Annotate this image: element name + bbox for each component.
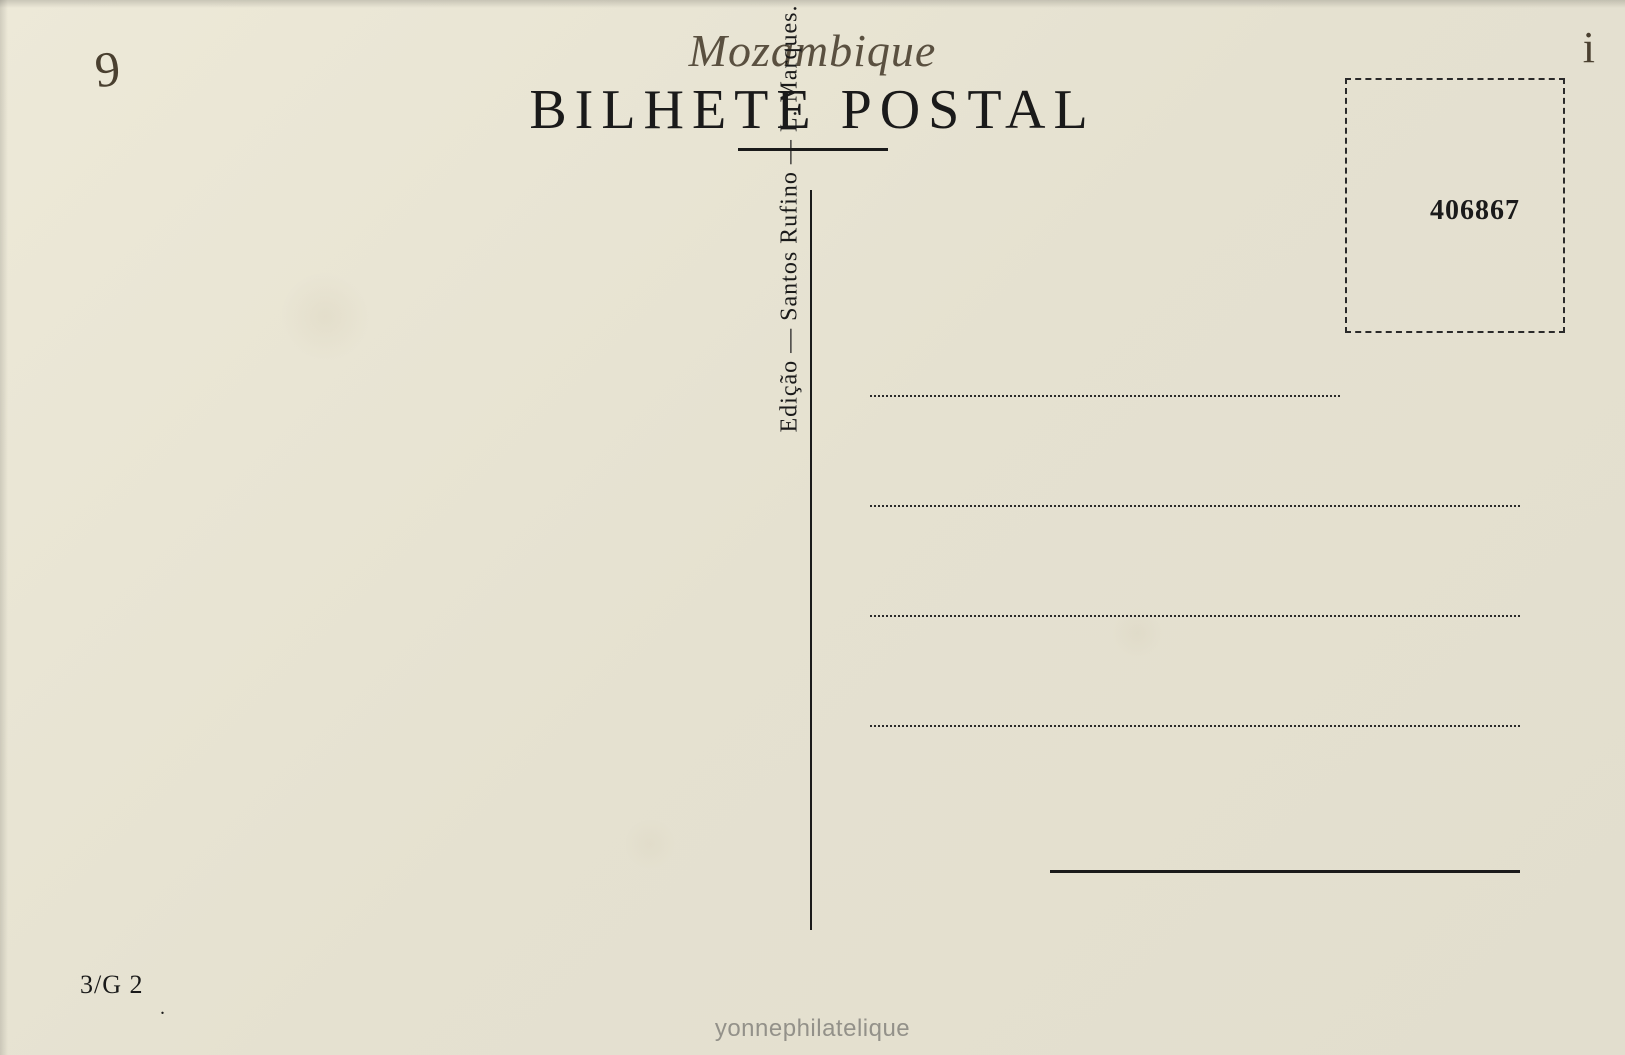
seller-watermark: yonnephilatelique	[715, 1015, 910, 1043]
handwritten-annotation-top: Mozambique	[689, 24, 937, 77]
card-serial-number: 3/G 2	[80, 970, 144, 1000]
center-divider-line	[810, 190, 812, 930]
postcard-back: Mozambique 9 i BILHETE POSTAL Edição — S…	[0, 0, 1625, 1055]
serial-dot: .	[160, 997, 165, 1020]
address-line	[870, 615, 1520, 617]
title-underline	[738, 148, 888, 151]
address-line	[870, 395, 1340, 397]
address-line	[870, 725, 1520, 727]
edge-shadow	[0, 0, 8, 1055]
address-section-divider	[1050, 870, 1520, 873]
handwritten-mark-right: i	[1583, 22, 1595, 73]
address-line	[870, 505, 1520, 507]
edge-shadow	[0, 0, 1625, 8]
publisher-imprint: Edição — Santos Rufino — L. Marques.	[777, 0, 804, 569]
postcard-title: BILHETE POSTAL	[529, 78, 1095, 142]
stamp-reference-number: 406867	[1430, 195, 1520, 227]
handwritten-mark-left: 9	[93, 39, 123, 99]
